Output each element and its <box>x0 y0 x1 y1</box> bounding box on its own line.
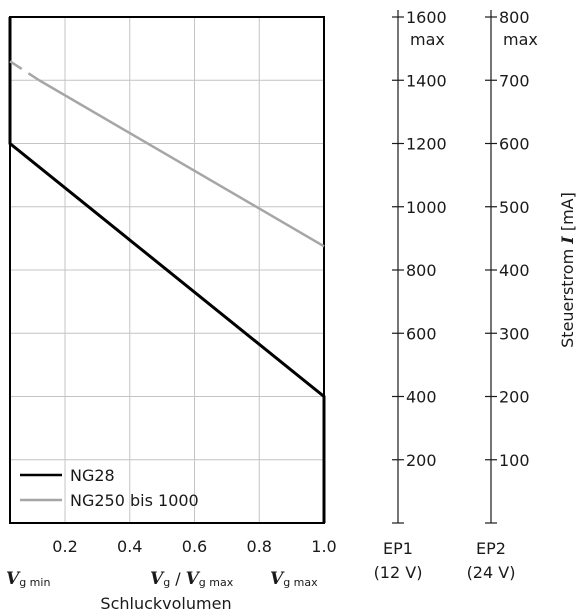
x-tick-label-2: 0.6 <box>182 537 207 556</box>
axis-ep2-voltage: (24 V) <box>467 563 516 582</box>
axis-1-tick-label-1: 200 <box>499 388 530 407</box>
axis-0-tick-label-5: 1200 <box>406 135 447 154</box>
x-markers: Vg min Vg / Vg max Vg max <box>6 569 318 589</box>
axis-1-tick-label-5: 600 <box>499 135 530 154</box>
axis-1-tick-label-0: 100 <box>499 451 530 470</box>
plot-frame <box>9 16 325 524</box>
x-axis-label: Schluckvolumen <box>100 594 231 613</box>
axis-ep2-name: EP2 <box>476 539 506 558</box>
axis-1-tick-label-max: max <box>503 30 538 49</box>
legend-label-ng28: NG28 <box>70 466 115 485</box>
axis-1-tick-label-6: 700 <box>499 71 530 90</box>
x-tick-label-3: 0.8 <box>247 537 272 556</box>
axis-0-tick-label-1: 400 <box>406 388 437 407</box>
axis-0-tick-label-4: 1000 <box>406 198 447 217</box>
series-line-ng28 <box>8 17 326 523</box>
axis-0-tick-label-6: 1400 <box>406 71 447 90</box>
x-tick-labels: 0.2 0.4 0.6 0.8 1.0 <box>52 537 336 556</box>
axis-name-ep1: EP1 (12 V) <box>374 539 423 582</box>
axis-ep1-name: EP1 <box>383 539 413 558</box>
x-tick-label-1: 0.4 <box>117 537 142 556</box>
series-layer <box>8 17 326 523</box>
legend-label-ng250: NG250 bis 1000 <box>70 491 199 510</box>
legend: NG28 NG250 bis 1000 <box>20 466 199 510</box>
x-marker-ratio: Vg / Vg max <box>150 569 234 589</box>
axis-1-tick-label-3: 400 <box>499 261 530 280</box>
x-marker-vgmin: Vg min <box>6 569 50 589</box>
x-tick-label-4: 1.0 <box>311 537 336 556</box>
y-axis-label: Steuerstrom I [mA] <box>558 192 577 348</box>
axis-0-tick-label-max: max <box>410 30 445 49</box>
x-tick-label-0: 0.2 <box>52 537 77 556</box>
series-line-ng250 <box>38 79 325 248</box>
axis-0-tick-label-7: 1600 <box>406 8 447 27</box>
series-line-ng250-dashed <box>9 60 40 82</box>
axis-1-tick-label-2: 300 <box>499 324 530 343</box>
axis-ep1-voltage: (12 V) <box>374 563 423 582</box>
axis-1-tick-label-7: 800 <box>499 8 530 27</box>
axis-1-tick-label-4: 500 <box>499 198 530 217</box>
x-marker-vgmax: Vg max <box>270 569 318 589</box>
axis-0-tick-label-0: 200 <box>406 451 437 470</box>
right-axes: 200 400 600 800 1000 1200 1400 1600 max 100 200 300… <box>392 8 538 524</box>
axis-name-ep2: EP2 (24 V) <box>467 539 516 582</box>
axis-0-tick-label-3: 800 <box>406 261 437 280</box>
axis-0-tick-label-2: 600 <box>406 324 437 343</box>
